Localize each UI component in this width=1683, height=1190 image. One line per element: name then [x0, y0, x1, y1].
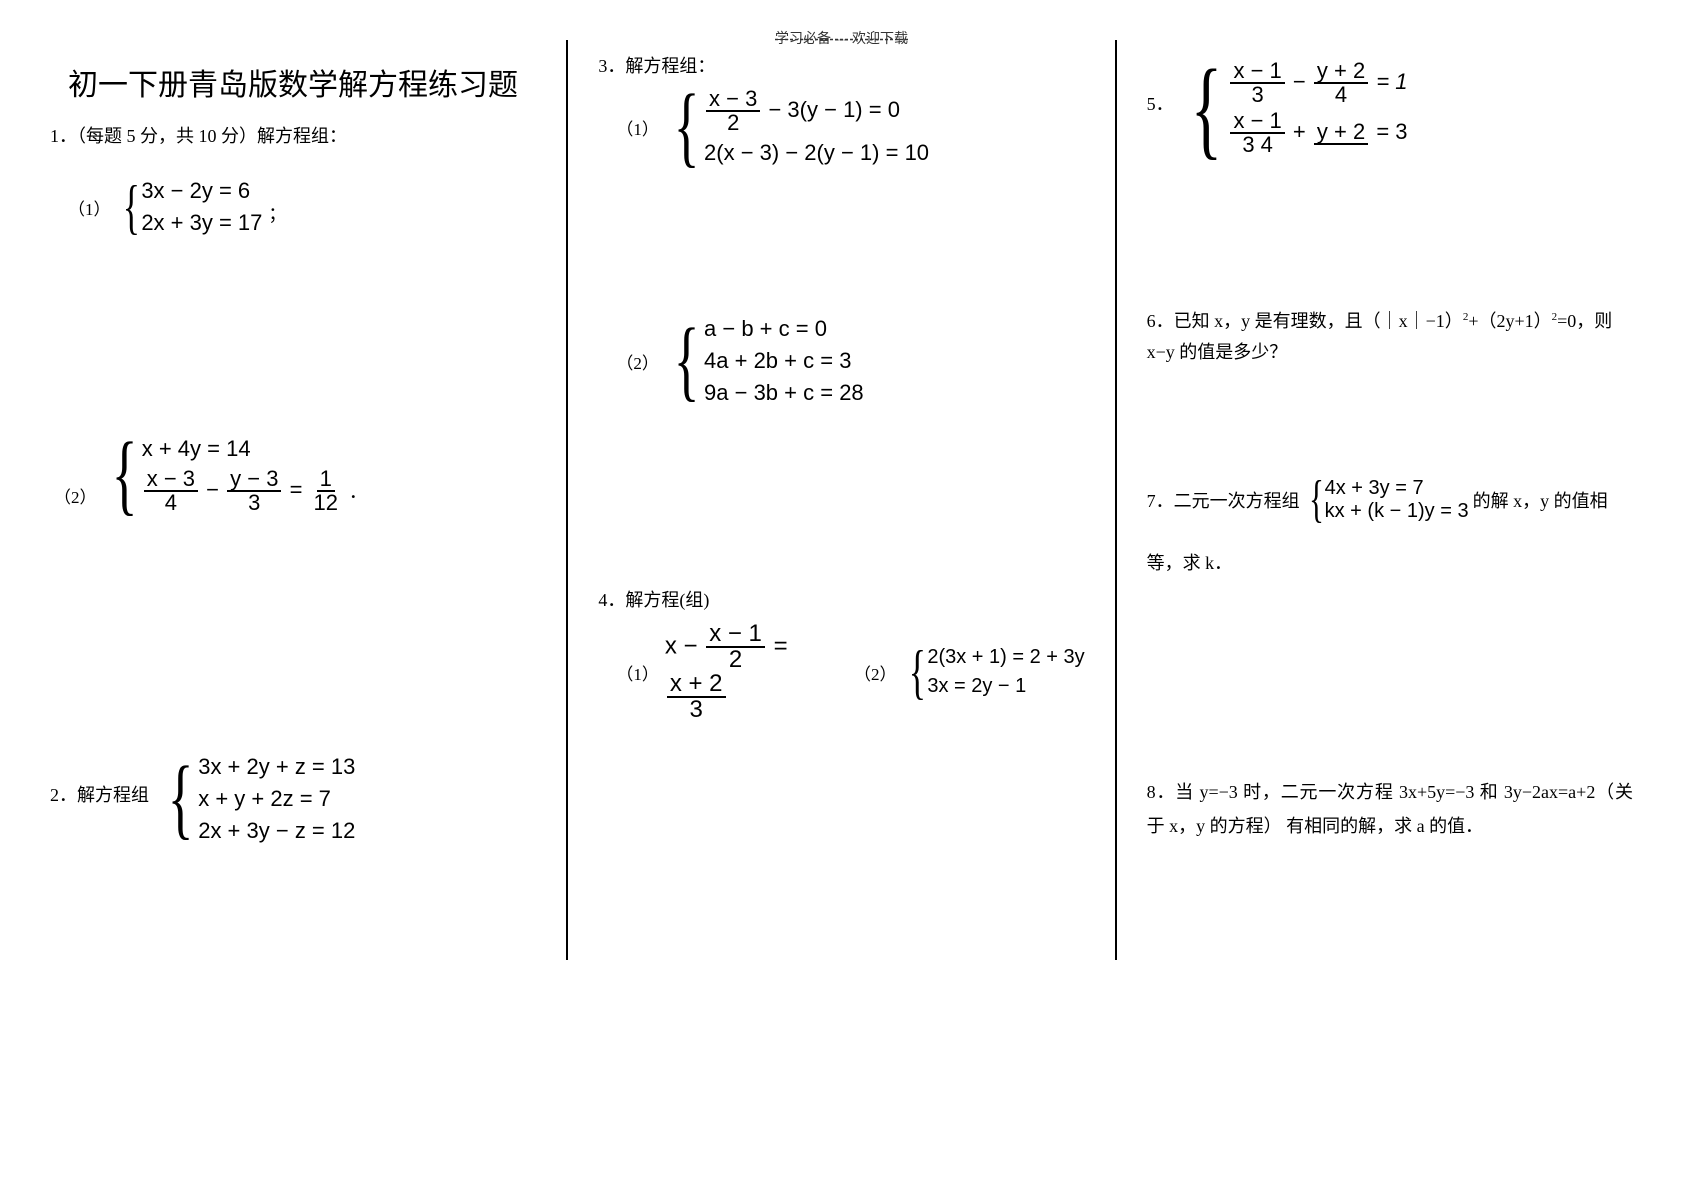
- columns: 初一下册青岛版数学解方程练习题 1．（每题 5 分，共 10 分）解方程组： （…: [20, 30, 1663, 1160]
- q3-2-row2: 4a + 2b + c = 3: [704, 348, 864, 374]
- column-2: 3．解方程组： （1） { x − 32 − 3(y − 1) = 0 2(x …: [568, 30, 1114, 1160]
- q4-1-eq: x − x − 12 = x + 23: [665, 622, 840, 722]
- q2-row1: 3x + 2y + z = 13: [198, 754, 355, 780]
- q4-intro: 4．解方程(组): [598, 586, 1084, 612]
- brace-icon: {: [1190, 64, 1222, 152]
- q7-c: 等，求 k．: [1147, 549, 1633, 575]
- x-minus: x −: [665, 632, 698, 659]
- q1-1-row1: 3x − 2y = 6: [141, 178, 262, 204]
- column-3: 5． { x − 13 − y + 24 = 1 x − 13 4 +: [1117, 30, 1663, 1160]
- q1-2-tail: ．: [349, 478, 367, 504]
- frac-den: 3: [245, 492, 263, 514]
- frac-den: 3 4: [1239, 134, 1276, 156]
- brace-icon: {: [908, 648, 925, 696]
- q3-part2: （2） { a − b + c = 0 4a + 2b + c = 3 9a −…: [616, 316, 1084, 406]
- frac-num: x − 1: [706, 622, 765, 648]
- frac-num: y + 2: [1314, 60, 1368, 84]
- frac-num: x − 1: [1230, 60, 1284, 84]
- q1-1-row2: 2x + 3y = 17: [141, 210, 262, 236]
- q7-row2: kx + (k − 1)y = 3: [1325, 500, 1469, 523]
- q1-intro: 1．（每题 5 分，共 10 分）解方程组：: [50, 122, 536, 148]
- minus: −: [1293, 69, 1306, 94]
- rest: − 3(y − 1) = 0: [768, 97, 899, 122]
- q7: 7．二元一次方程组 { 4x + 3y = 7 kx + (k − 1)y = …: [1147, 477, 1633, 575]
- minus: −: [206, 477, 219, 502]
- q3-2-label: （2）: [616, 349, 659, 374]
- q1-2-row2: x − 34 − y − 33 = 112: [142, 468, 343, 514]
- q4: （1） x − x − 12 = x + 23 （2） { 2(3x + 1) …: [616, 622, 1084, 722]
- q2: 2．解方程组 { 3x + 2y + z = 13 x + y + 2z = 7…: [50, 754, 536, 844]
- q3-2-row3: 9a − 3b + c = 28: [704, 380, 864, 406]
- eq: =: [290, 477, 303, 502]
- q5-row2: x − 13 4 + y + 2 = 3: [1228, 110, 1407, 156]
- frac-num: x + 2: [667, 672, 726, 698]
- q4-2-row2: 3x = 2y − 1: [927, 675, 1084, 698]
- frac-den: 4: [162, 492, 180, 514]
- q7-a: 7．二元一次方程组: [1147, 487, 1300, 513]
- plus: +: [1293, 119, 1306, 144]
- q1-1-tail: ；: [268, 200, 286, 226]
- frac-den: 2: [724, 112, 742, 134]
- q7-b: 的解 x，y 的值相: [1473, 487, 1608, 513]
- q1-part1: （1） { 3x − 2y = 6 2x + 3y = 17 ；: [68, 178, 536, 236]
- brace-icon: {: [673, 325, 699, 397]
- q1-1-label: （1）: [68, 195, 111, 220]
- q3-1-label: （1）: [616, 115, 659, 140]
- brace-icon: {: [168, 763, 194, 835]
- brace-icon: {: [122, 183, 139, 231]
- frac-num: x − 3: [706, 88, 760, 112]
- q3-part1: （1） { x − 32 − 3(y − 1) = 0 2(x − 3) − 2…: [616, 88, 1084, 166]
- brace-icon: {: [673, 91, 699, 163]
- brace-icon: {: [1309, 479, 1324, 521]
- eq: =: [774, 632, 788, 659]
- q4-1-label: （1）: [616, 660, 659, 685]
- q2-label: 2．解方程组: [50, 781, 149, 807]
- q1-2-label: （2）: [54, 483, 97, 508]
- q5-label: 5．: [1147, 90, 1174, 116]
- q1-2-row1: x + 4y = 14: [142, 436, 343, 462]
- frac-den: 3: [1249, 84, 1267, 106]
- page-title: 初一下册青岛版数学解方程练习题: [68, 60, 536, 104]
- q6-b: +（2y+1）: [1468, 311, 1551, 331]
- q5-row1: x − 13 − y + 24 = 1: [1228, 60, 1407, 106]
- q3-1-row1: x − 32 − 3(y − 1) = 0: [704, 88, 929, 134]
- frac-num: y + 2: [1314, 121, 1368, 145]
- brace-icon: {: [111, 439, 137, 511]
- q3-intro: 3．解方程组：: [598, 52, 1084, 78]
- rhs: = 3: [1376, 119, 1407, 144]
- q1-part2: （2） { x + 4y = 14 x − 34 − y − 33 = 112: [54, 436, 536, 514]
- q4-2-row1: 2(3x + 1) = 2 + 3y: [927, 646, 1084, 669]
- frac-num: 1: [317, 468, 335, 492]
- frac-num: x − 1: [1230, 110, 1284, 134]
- q8: 8．当 y=−3 时，二元一次方程 3x+5y=−3 和 3y−2ax=a+2（…: [1147, 775, 1633, 843]
- column-1: 初一下册青岛版数学解方程练习题 1．（每题 5 分，共 10 分）解方程组： （…: [20, 30, 566, 1160]
- page: 学习必备 --- 欢迎下载 初一下册青岛版数学解方程练习题 1．（每题 5 分，…: [0, 0, 1683, 1190]
- q6: 6．已知 x，y 是有理数，且（｜x｜−1）2+（2y+1）2=0，则 x−y …: [1147, 306, 1633, 367]
- q2-row2: x + y + 2z = 7: [198, 786, 355, 812]
- q3-2-row1: a − b + c = 0: [704, 316, 864, 342]
- q5: 5． { x − 13 − y + 24 = 1 x − 13 4 +: [1147, 60, 1633, 156]
- q3-1-row2: 2(x − 3) − 2(y − 1) = 10: [704, 140, 929, 166]
- q7-row1: 4x + 3y = 7: [1325, 477, 1469, 500]
- frac-den: 2: [726, 648, 745, 672]
- frac-num: x − 3: [144, 468, 198, 492]
- frac-num: y − 3: [227, 468, 281, 492]
- frac-den: 3: [687, 698, 706, 722]
- q2-row3: 2x + 3y − z = 12: [198, 818, 355, 844]
- q6-a: 6．已知 x，y 是有理数，且（｜x｜−1）: [1147, 311, 1463, 331]
- q4-2-label: （2）: [854, 660, 897, 685]
- frac-den: 4: [1332, 84, 1350, 106]
- rhs: = 1: [1376, 69, 1407, 94]
- frac-den: 12: [311, 492, 341, 514]
